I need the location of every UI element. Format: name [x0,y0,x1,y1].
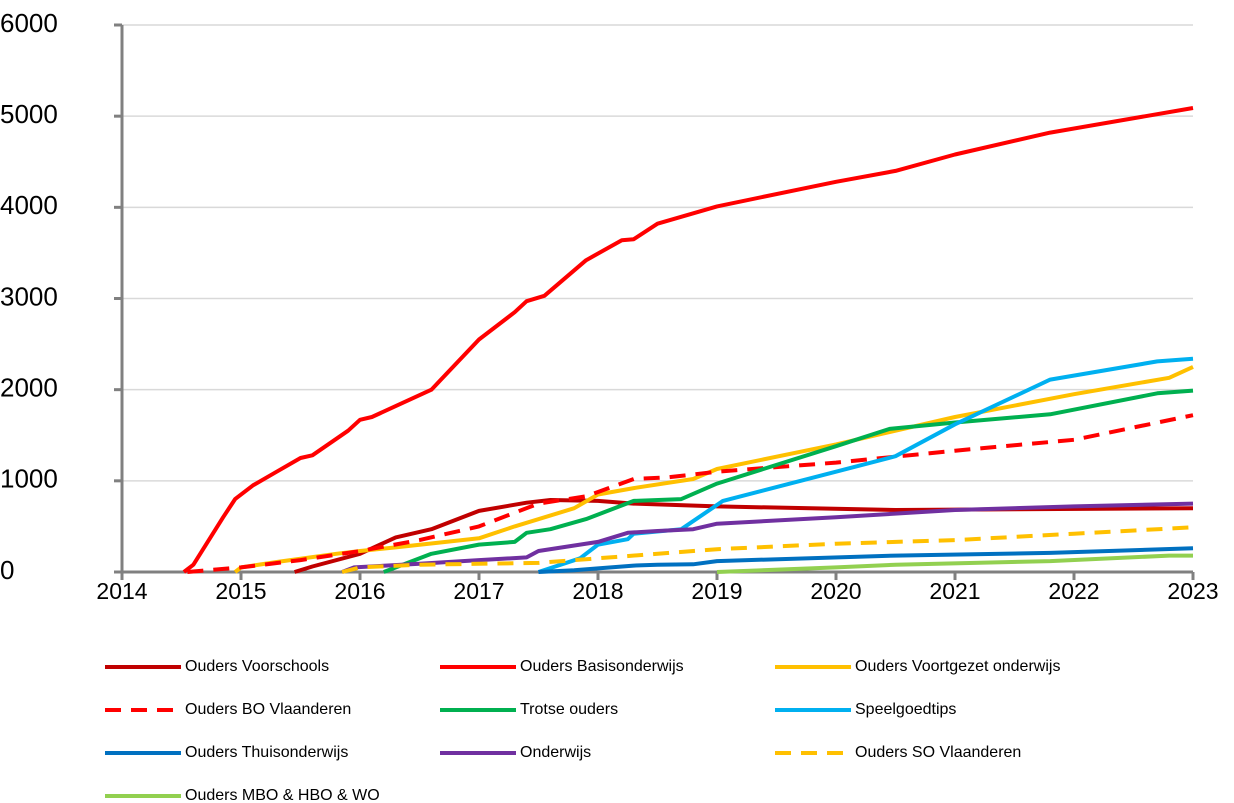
series-line [341,501,1194,574]
y-tick-label: 0 [0,555,14,585]
x-tick-label: 2019 [691,578,742,604]
x-tick-label: 2016 [334,578,385,604]
legend-label: Onderwijs [520,744,591,761]
y-tick-label: 2000 [0,373,58,403]
y-tick-label: 1000 [0,464,58,494]
legend-label: Trotse ouders [520,701,618,718]
series-line [716,553,1193,574]
x-tick-label: 2020 [810,578,861,604]
y-tick-label: 6000 [0,8,58,38]
legend-label: Ouders Thuisonderwijs [185,744,348,761]
x-tick-label: 2022 [1048,578,1099,604]
series-line [233,365,1194,574]
x-tick-label: 2023 [1167,578,1218,604]
series-line [187,413,1194,574]
series-line [383,388,1194,574]
legend-label: Speelgoedtips [855,701,956,718]
x-tick-label: 2021 [929,578,980,604]
legend-label: Ouders Basisonderwijs [520,658,684,675]
x-tick-label: 2017 [453,578,504,604]
y-tick-label: 5000 [0,99,58,129]
series-line [182,106,1194,574]
y-tick-label: 3000 [0,281,58,311]
x-tick-label: 2015 [215,578,266,604]
y-tick-label: 4000 [0,190,58,220]
series-line [341,525,1194,574]
legend-label: Ouders SO Vlaanderen [855,744,1021,761]
x-tick-label: 2014 [96,578,147,604]
legend-label: Ouders MBO & HBO & WO [185,787,380,803]
series-line [537,356,1194,574]
legend-label: Ouders Voorschools [185,658,329,675]
legend-label: Ouders Voortgezet onderwijs [855,658,1060,675]
series-line [538,546,1194,574]
x-tick-label: 2018 [572,578,623,604]
legend-label: Ouders BO Vlaanderen [185,701,351,718]
